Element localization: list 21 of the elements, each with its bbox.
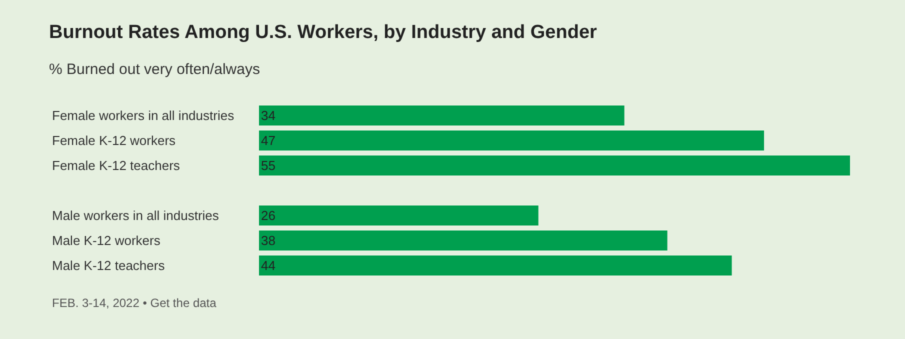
bar xyxy=(259,156,850,176)
y-tick-label: Male workers in all industries xyxy=(52,208,220,223)
chart-subtitle: % Burned out very often/always xyxy=(49,61,260,78)
y-tick-label: Female K-12 teachers xyxy=(52,158,180,173)
bar xyxy=(259,256,732,276)
y-tick-label: Male K-12 workers xyxy=(52,233,161,248)
y-tick-label: Female workers in all industries xyxy=(52,108,235,123)
data-label: 38 xyxy=(261,233,276,248)
data-label: 47 xyxy=(261,133,276,148)
data-label: 55 xyxy=(261,158,276,173)
bar xyxy=(259,130,764,150)
data-label: 44 xyxy=(261,258,276,273)
y-tick-label: Female K-12 workers xyxy=(52,133,176,148)
bar xyxy=(259,206,538,226)
data-label: 26 xyxy=(261,208,276,223)
bar xyxy=(259,230,668,250)
chart-title: Burnout Rates Among U.S. Workers, by Industry and Gender xyxy=(49,22,598,43)
y-tick-label: Male K-12 teachers xyxy=(52,258,166,273)
text: FEB. 3-14, 2022 • Get the data xyxy=(52,296,217,310)
data-label: 34 xyxy=(261,108,276,123)
bar xyxy=(259,106,624,126)
